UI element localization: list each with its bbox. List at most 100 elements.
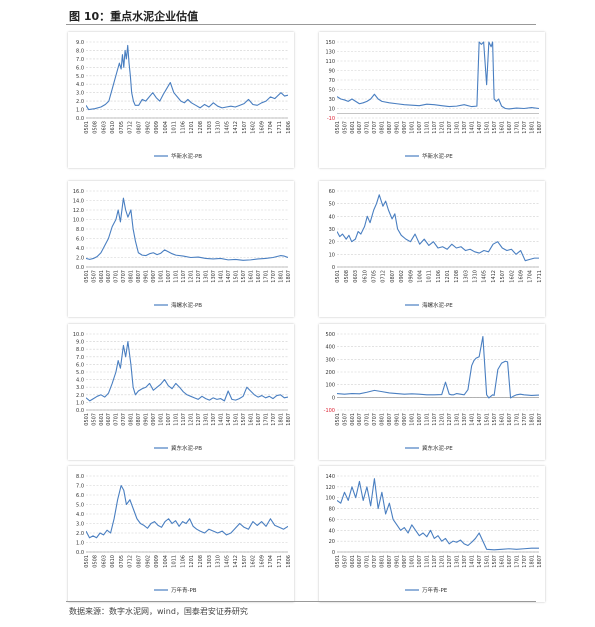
x-tick-label: 0801 — [380, 413, 386, 426]
x-tick-label: 1607 — [256, 270, 262, 283]
x-tick-label: 1501 — [233, 413, 239, 426]
x-tick-label: 0909 — [154, 121, 160, 134]
x-tick-label: 1101 — [174, 413, 180, 426]
chart-panel-5: 0.0 1.0 2.0 3.0 4.0 5.0 6.0 7.0 8.0 9.0 10.0 0501 05… — [68, 324, 294, 460]
series-line — [86, 197, 288, 261]
x-tick-label: 1405 — [224, 121, 230, 134]
x-tick-label: 1601 — [499, 121, 505, 134]
x-tick-label: 0907 — [402, 413, 408, 426]
y-tick-label: 0.0 — [76, 408, 84, 414]
x-tick-label: 0701 — [365, 413, 371, 426]
x-tick-label: 0901 — [395, 121, 401, 134]
x-tick-label: 1106 — [436, 270, 442, 283]
y-tick-label: 8.0 — [76, 347, 84, 353]
y-tick-label: 5.0 — [76, 74, 84, 80]
x-tick-label: 0607 — [106, 270, 112, 283]
legend-label: 海螺水泥-PE — [422, 301, 453, 309]
x-tick-label: 1701 — [514, 413, 520, 426]
x-tick-label: 1412 — [233, 555, 239, 568]
x-tick-label: 1807 — [286, 413, 292, 426]
x-tick-label: 0707 — [372, 121, 378, 134]
y-tick-label: 150 — [325, 40, 335, 46]
x-tick-label: 1701 — [514, 555, 520, 568]
x-tick-label: 1601 — [499, 555, 505, 568]
x-tick-label: 1601 — [248, 413, 254, 426]
legend-label: 冀东水泥-PE — [422, 444, 453, 452]
x-tick-label: 0707 — [121, 413, 127, 426]
x-tick-label: 1201 — [445, 270, 451, 283]
x-tick-label: 1501 — [484, 121, 490, 134]
y-tick-label: 10.0 — [73, 332, 84, 338]
x-tick-label: 1607 — [256, 413, 262, 426]
x-tick-label: 1303 — [463, 270, 469, 283]
y-tick-label: 200 — [325, 370, 335, 376]
y-tick-label: 50 — [329, 202, 335, 208]
x-tick-label: 1801 — [278, 413, 284, 426]
y-tick-label: 5.0 — [76, 503, 84, 509]
x-tick-label: 0507 — [342, 413, 348, 426]
x-tick-label: 1607 — [507, 555, 513, 568]
x-tick-label: 1201 — [440, 555, 446, 568]
chart-panel-3: 0.0 2.0 4.0 6.0 8.0 10.0 12.0 14.0 16.0 0501 0507 0… — [68, 181, 294, 317]
x-tick-label: 1307 — [211, 413, 217, 426]
x-tick-label: 1208 — [454, 270, 460, 283]
y-tick-label: 500 — [325, 332, 335, 338]
series-line — [337, 194, 539, 262]
x-tick-label: 1507 — [242, 121, 248, 134]
x-tick-label: 0901 — [144, 413, 150, 426]
x-tick-label: 1001 — [410, 121, 416, 134]
series-line — [86, 341, 288, 402]
x-tick-label: 0707 — [121, 270, 127, 283]
y-tick-label: 60 — [329, 517, 335, 523]
x-tick-label: 0712 — [381, 270, 387, 283]
y-tick-label: 300 — [325, 357, 335, 363]
x-tick-label: 1412 — [233, 121, 239, 134]
y-tick-label: -10 — [327, 116, 335, 122]
y-tick-label: 8.0 — [76, 474, 84, 480]
x-tick-label: 0601 — [350, 413, 356, 426]
x-tick-label: 1501 — [484, 413, 490, 426]
x-tick-label: 0607 — [357, 413, 363, 426]
y-tick-label: 4.0 — [76, 246, 84, 252]
y-tick-label: 1.0 — [76, 108, 84, 114]
x-tick-label: 0610 — [110, 121, 116, 134]
legend-label: 万年青-PB — [171, 586, 197, 594]
x-tick-label: 1011 — [427, 270, 433, 283]
legend-label: 华新水泥-PE — [422, 152, 453, 160]
y-tick-label: 2.0 — [76, 99, 84, 105]
y-tick-label: 10 — [329, 107, 335, 113]
y-tick-label: 9.0 — [76, 340, 84, 346]
x-tick-label: 0507 — [342, 121, 348, 134]
x-tick-label: 1004 — [163, 555, 169, 568]
x-tick-label: 1711 — [277, 555, 283, 568]
x-tick-label: 1301 — [204, 413, 210, 426]
y-tick-label: 0.0 — [76, 550, 84, 556]
y-tick-label: 70 — [329, 78, 335, 84]
x-tick-label: 0701 — [114, 413, 120, 426]
x-tick-label: 1801 — [529, 555, 535, 568]
x-tick-label: 0603 — [353, 270, 359, 283]
chart-svg: 0 10 20 30 40 50 60 0501 0508 0603 0610 0705 0712 080… — [329, 189, 543, 309]
x-tick-label: 0907 — [151, 270, 157, 283]
y-tick-label: 6.0 — [76, 65, 84, 71]
x-tick-label: 0907 — [151, 413, 157, 426]
x-tick-label: 0801 — [380, 121, 386, 134]
x-tick-label: 1807 — [537, 121, 543, 134]
x-tick-label: 1806 — [286, 555, 292, 568]
x-tick-label: 0508 — [344, 270, 350, 283]
x-tick-label: 0807 — [390, 270, 396, 283]
x-tick-label: 1001 — [159, 413, 165, 426]
x-tick-label: 1207 — [447, 555, 453, 568]
x-tick-label: 0712 — [128, 555, 134, 568]
x-tick-label: 0902 — [145, 121, 151, 134]
x-tick-label: 1207 — [447, 121, 453, 134]
x-tick-label: 1609 — [259, 121, 265, 134]
x-tick-label: 1007 — [417, 555, 423, 568]
y-tick-label: 130 — [325, 50, 335, 56]
x-tick-label: 1307 — [211, 270, 217, 283]
y-tick-label: 140 — [325, 474, 335, 480]
y-tick-label: 30 — [329, 227, 335, 233]
y-tick-label: 4.0 — [76, 82, 84, 88]
